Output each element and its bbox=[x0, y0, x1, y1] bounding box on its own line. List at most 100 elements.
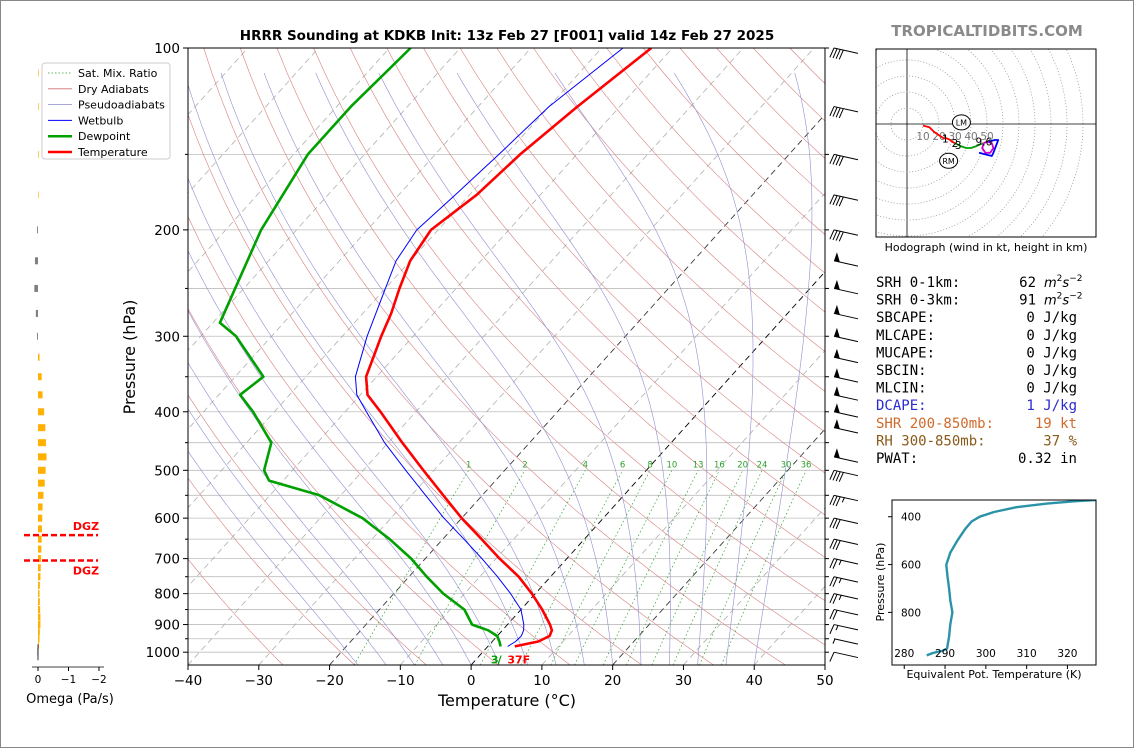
dry-adiabat bbox=[423, 48, 825, 474]
omega-bar bbox=[38, 555, 42, 563]
index-label: SHR 200-850mb: bbox=[876, 416, 994, 432]
isotherm bbox=[188, 48, 461, 352]
barb-full bbox=[829, 47, 835, 58]
pseudoadiabat bbox=[220, 72, 557, 665]
omega-bar bbox=[38, 150, 39, 158]
theta-e-y-tick-label: 400 bbox=[901, 512, 921, 524]
mixing-ratio-line bbox=[602, 470, 699, 665]
skew-t-chart: HRRR Sounding at KDKB Init: 13z Feb 27 [… bbox=[41, 28, 859, 710]
hodograph-ring bbox=[995, 49, 1052, 237]
isotherm bbox=[188, 48, 319, 194]
index-label: MLCAPE: bbox=[876, 328, 935, 344]
mixing-ratio-line bbox=[721, 470, 807, 665]
omega-bar bbox=[38, 453, 47, 461]
mixing-ratio-label: 20 bbox=[737, 460, 748, 470]
omega-bar bbox=[38, 373, 42, 381]
barb-half bbox=[835, 625, 839, 631]
x-tick-label: −20 bbox=[315, 673, 344, 689]
omega-bar bbox=[35, 309, 38, 317]
theta-e-y-tick-label: 800 bbox=[901, 607, 921, 619]
dry-adiabat bbox=[313, 48, 825, 602]
omega-bar bbox=[38, 525, 42, 533]
barb-full bbox=[832, 495, 838, 506]
barb-flag bbox=[834, 279, 840, 290]
barb-half bbox=[832, 638, 836, 644]
barb-full bbox=[829, 154, 835, 164]
omega-bar bbox=[38, 191, 39, 199]
barb-full bbox=[835, 49, 841, 59]
legend-label: Temperature bbox=[77, 146, 148, 159]
barb-staff bbox=[833, 651, 859, 659]
x-tick-label: 10 bbox=[533, 673, 550, 689]
theta-e-ylabel: Pressure (hPa) bbox=[874, 543, 887, 622]
y-tick-label: 100 bbox=[154, 41, 180, 57]
dry-adiabat bbox=[349, 48, 825, 558]
barb-full bbox=[829, 106, 835, 117]
hodograph-ring-label: 40 bbox=[964, 131, 977, 143]
index-label: PWAT: bbox=[876, 451, 918, 467]
barb-full bbox=[835, 155, 841, 166]
theta-e-profile bbox=[926, 500, 1096, 657]
barb-staff bbox=[833, 427, 859, 434]
y-tick-label: 700 bbox=[154, 552, 180, 568]
x-tick-label: −30 bbox=[245, 673, 274, 689]
barb-full bbox=[832, 539, 838, 550]
index-value: 0 J/kg bbox=[1026, 363, 1077, 379]
hodograph-ring-label: 30 bbox=[948, 131, 961, 143]
isotherm bbox=[188, 48, 532, 430]
skew-t-ticks: −40 −30 −20 −10 0 10 20 30 40 50 100 200 300 400 500 60… bbox=[146, 41, 834, 689]
dry-adiabat bbox=[240, 48, 786, 665]
surface-temperature-label: 37F bbox=[507, 653, 530, 666]
omega-bar bbox=[38, 642, 39, 650]
isotherm bbox=[188, 48, 673, 587]
index-label: SRH 0-1km: bbox=[876, 275, 960, 291]
skew-t-series bbox=[218, 48, 653, 648]
mixing-ratio-label: 13 bbox=[693, 460, 704, 470]
omega-bar bbox=[38, 613, 41, 621]
mixing-ratio-line bbox=[574, 470, 673, 665]
hodograph-ring bbox=[1019, 49, 1068, 237]
index-value: 91 bbox=[1019, 293, 1036, 309]
mixing-ratio-label: 24 bbox=[757, 460, 768, 470]
theta-e-line bbox=[926, 500, 1096, 657]
storm-motion-marker bbox=[951, 114, 971, 131]
dry-adiabat bbox=[203, 48, 714, 665]
legend-label: Wetbulb bbox=[78, 114, 123, 127]
isotherm bbox=[541, 349, 825, 665]
hodograph-ring bbox=[1041, 49, 1084, 237]
omega-bar bbox=[38, 621, 41, 629]
series-wetbulb bbox=[354, 48, 624, 647]
barb-staff bbox=[833, 517, 859, 525]
mixing-ratio-label: 4 bbox=[583, 460, 588, 470]
mixing-ratio-label: 2 bbox=[522, 460, 527, 470]
dry-adiabat bbox=[533, 48, 825, 352]
index-unit: m2s−2 bbox=[1044, 292, 1082, 309]
wind-barb bbox=[833, 448, 859, 463]
dry-adiabat bbox=[188, 215, 571, 665]
wind-barb bbox=[833, 386, 859, 401]
mixing-ratio-label: 8 bbox=[647, 460, 652, 470]
barb-staff bbox=[833, 638, 859, 645]
legend-box bbox=[41, 62, 171, 160]
pseudoadiabat bbox=[188, 250, 472, 665]
series-dewpoint bbox=[218, 48, 502, 647]
wind-barb bbox=[833, 403, 859, 418]
wind-barb bbox=[833, 419, 859, 434]
barb-staff bbox=[833, 538, 859, 546]
surface-label-separator: / bbox=[498, 653, 503, 666]
y-tick-label: 600 bbox=[154, 511, 180, 527]
omega-bar bbox=[38, 466, 46, 474]
hodograph-height-label: 1 bbox=[942, 133, 949, 145]
barb-flag bbox=[834, 304, 840, 315]
omega-bar bbox=[38, 391, 43, 399]
barb-full bbox=[835, 196, 841, 206]
hodograph-segment bbox=[978, 139, 1000, 157]
dgz-label: DGZ bbox=[73, 520, 99, 533]
index-value: 0.32 in bbox=[1018, 451, 1077, 467]
pseudoadiabat bbox=[188, 408, 387, 665]
mixing-ratio-line bbox=[550, 470, 651, 665]
barb-staff bbox=[833, 106, 859, 113]
barb-full bbox=[838, 108, 844, 119]
hodograph-frame bbox=[875, 48, 1097, 238]
y-tick-label: 300 bbox=[154, 329, 180, 345]
